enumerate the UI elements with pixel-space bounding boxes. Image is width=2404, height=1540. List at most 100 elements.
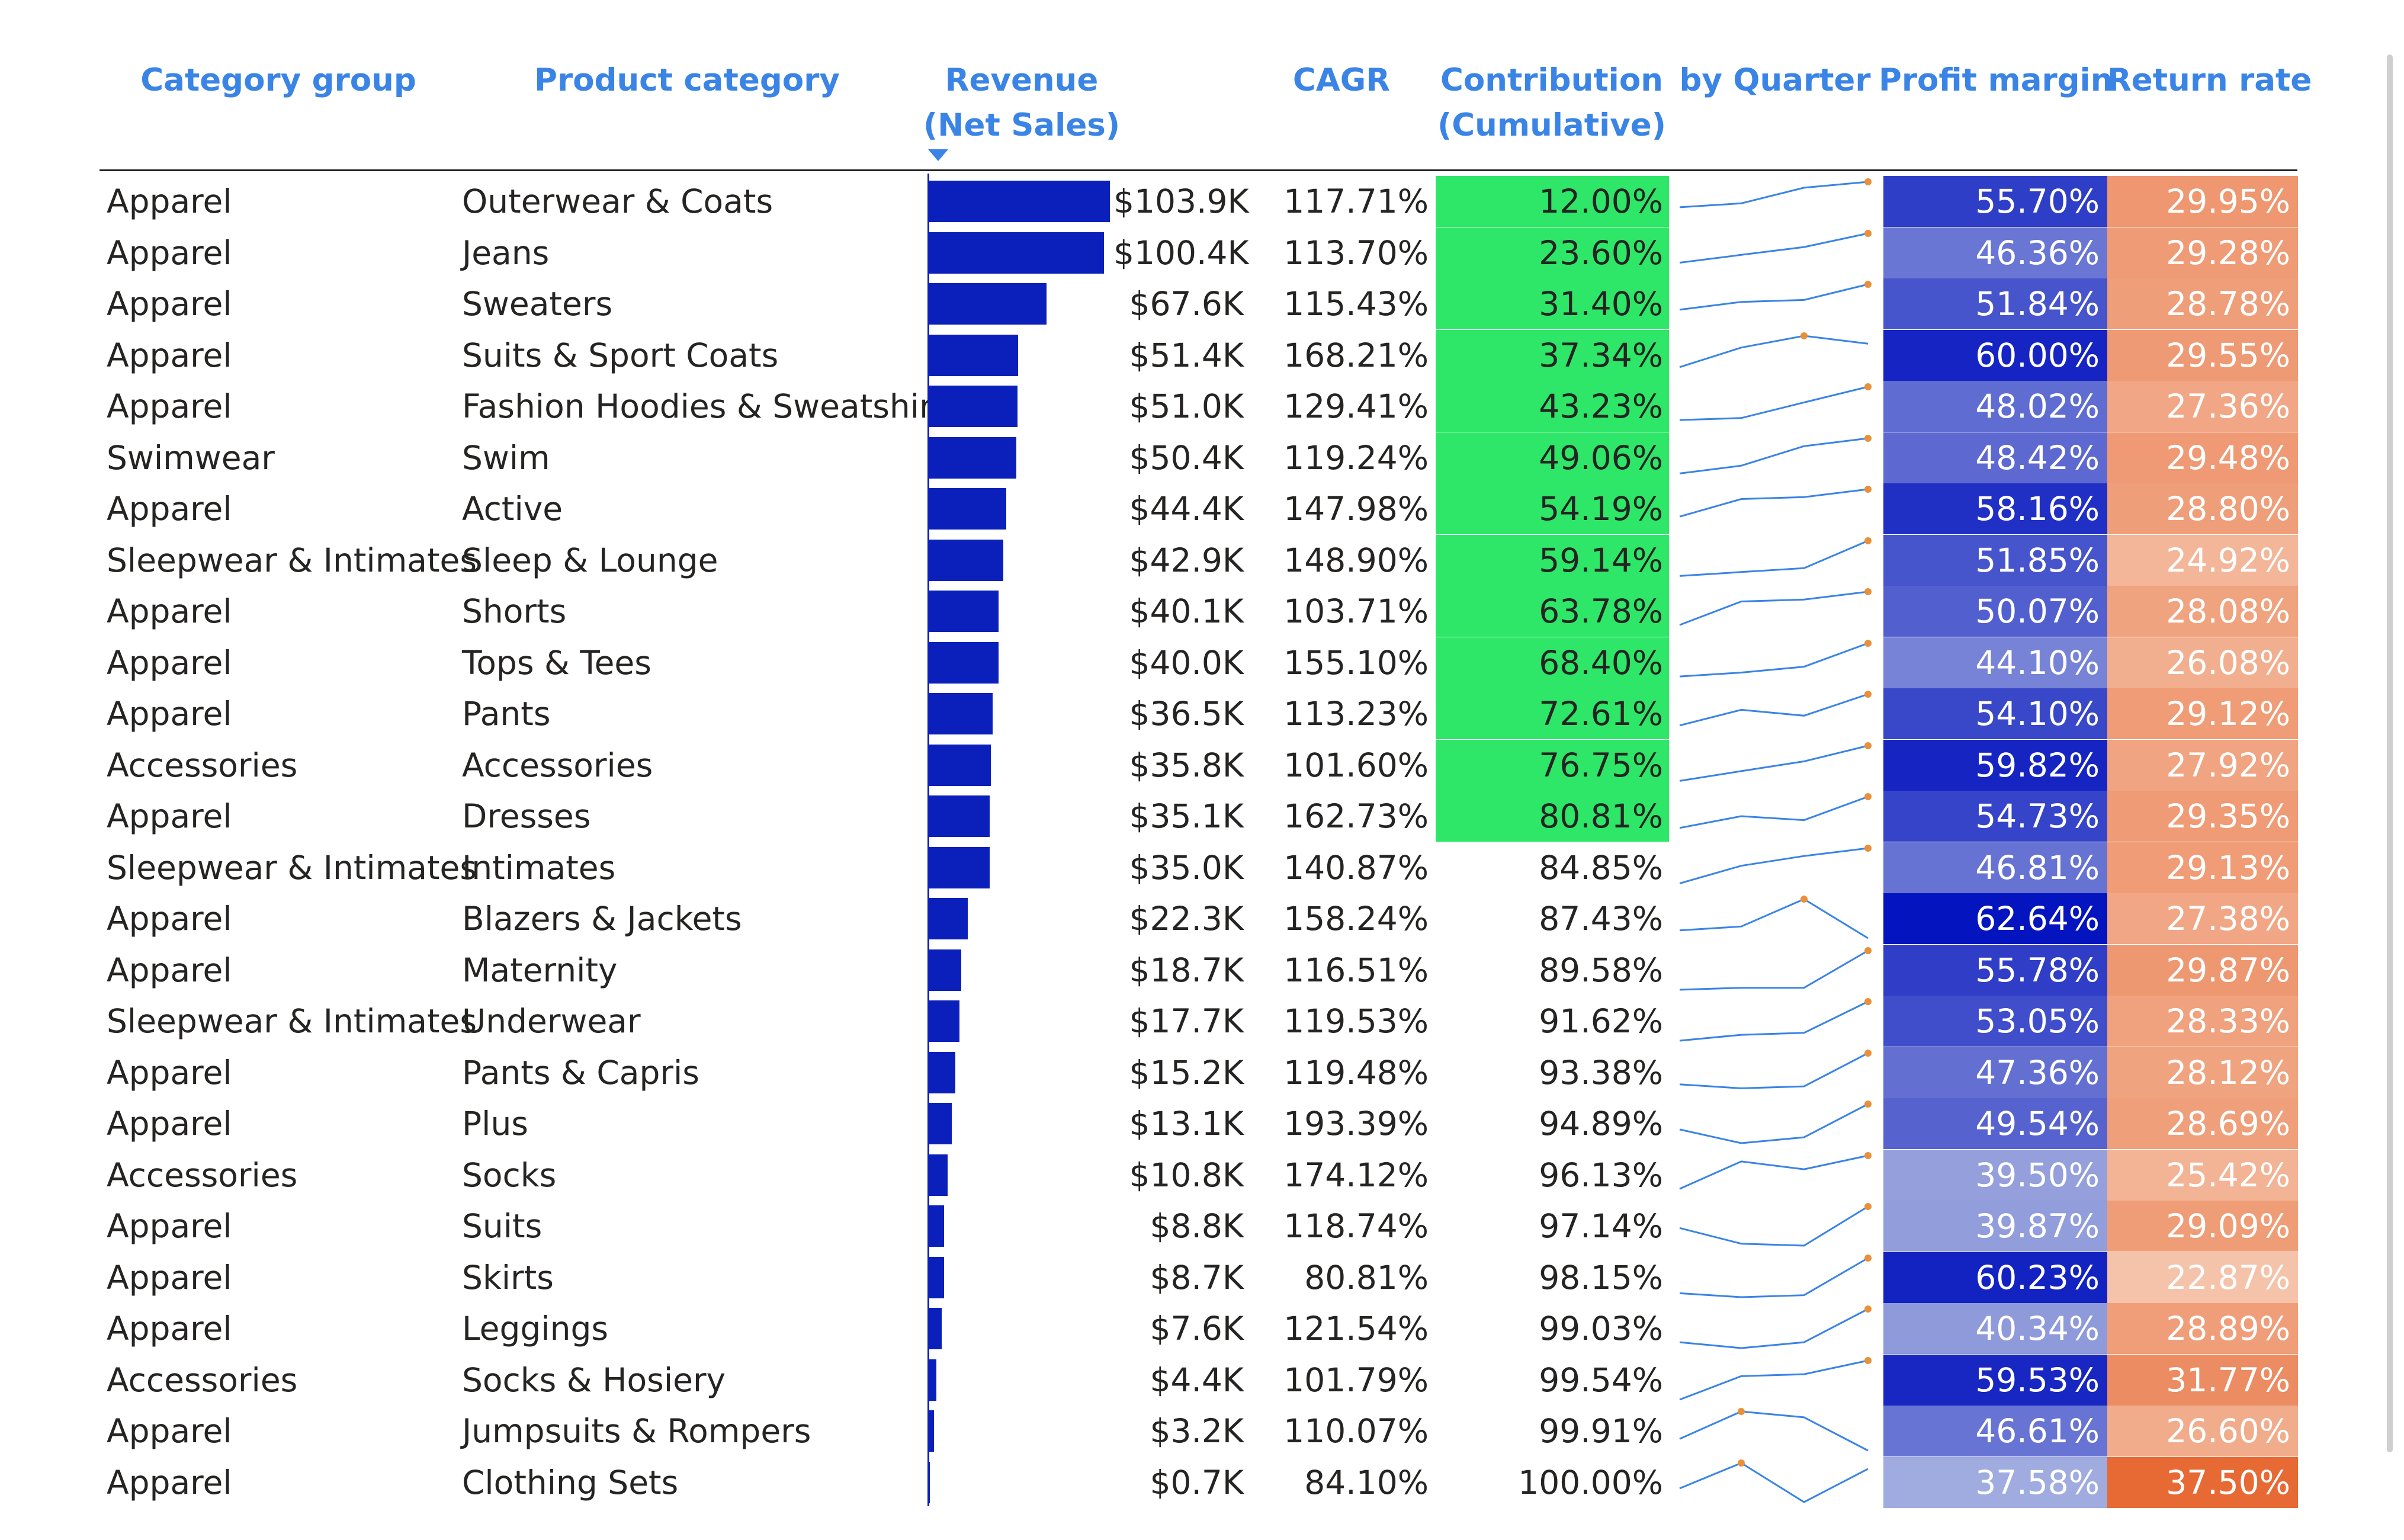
header-category-group[interactable]: Category group <box>118 58 438 103</box>
table-row[interactable]: Apparel Plus $13.1K 193.39% 94.89% 49.54% 28.6… <box>0 1098 2404 1149</box>
table-row[interactable]: Accessories Accessories $35.8K 101.60% 76.75… <box>0 739 2404 791</box>
table-row[interactable]: Apparel Fashion Hoodies & Sweatshirts $51.… <box>0 381 2404 432</box>
quarter-sparkline[interactable] <box>1664 381 1877 432</box>
quarter-sparkline[interactable] <box>1664 330 1877 381</box>
revenue-cell: $42.9K <box>1129 541 1244 579</box>
sort-descending-icon[interactable] <box>928 149 948 161</box>
return-rate-heat <box>2107 637 2298 688</box>
product-category-cell: Outerwear & Coats <box>462 182 773 220</box>
quarter-sparkline[interactable] <box>1664 176 1877 227</box>
profit-margin-heat <box>1883 483 2107 534</box>
table-row[interactable]: Sleepwear & Intimates Underwear $17.7K 119.… <box>0 996 2404 1047</box>
product-category-cell: Sweaters <box>462 285 613 323</box>
quarter-sparkline[interactable] <box>1664 535 1877 586</box>
quarter-sparkline[interactable] <box>1664 278 1877 329</box>
quarter-sparkline[interactable] <box>1664 586 1877 637</box>
revenue-cell: $7.6K <box>1150 1310 1244 1348</box>
table-row[interactable]: Apparel Sweaters $67.6K 115.43% 31.40% 51.84%… <box>0 278 2404 329</box>
vertical-scrollbar[interactable] <box>2387 54 2393 1452</box>
contribution-cell: 59.14% <box>1539 541 1663 579</box>
quarter-sparkline[interactable] <box>1664 483 1877 534</box>
quarter-sparkline[interactable] <box>1664 1406 1877 1456</box>
table-row[interactable]: Apparel Maternity $18.7K 116.51% 89.58% 55.78… <box>0 944 2404 996</box>
sparkline-max-marker <box>1864 1101 1872 1108</box>
quarter-sparkline[interactable] <box>1664 996 1877 1047</box>
table-row[interactable]: Accessories Socks $10.8K 174.12% 96.13% 39.50… <box>0 1149 2404 1201</box>
sparkline-series <box>1679 334 1869 368</box>
table-row[interactable]: Apparel Jumpsuits & Rompers $3.2K 110.07% 99… <box>0 1406 2404 1456</box>
profit-margin-cell: 47.36% <box>1975 1053 2100 1092</box>
sparkline-max-marker <box>1864 588 1872 595</box>
table-row[interactable]: Apparel Active $44.4K 147.98% 54.19% 58.16% 28… <box>0 483 2404 534</box>
table-row[interactable]: Sleepwear & Intimates Sleep & Lounge $42.9… <box>0 534 2404 586</box>
table-row[interactable]: Apparel Leggings $7.6K 121.54% 99.03% 40.34% 2… <box>0 1303 2404 1354</box>
contribution-cell: 99.03% <box>1539 1310 1663 1348</box>
cagr-cell: 116.51% <box>1283 951 1429 989</box>
quarter-sparkline[interactable] <box>1664 842 1877 893</box>
sparkline-series <box>1679 1410 1869 1452</box>
table-row[interactable]: Apparel Shorts $40.1K 103.71% 63.78% 50.07% 28… <box>0 586 2404 637</box>
header-by-quarter[interactable]: by Quarter <box>1671 58 1879 103</box>
header-divider <box>100 169 2297 171</box>
quarter-sparkline[interactable] <box>1664 1252 1877 1303</box>
sparkline-max-marker <box>1864 1254 1872 1262</box>
table-row[interactable]: Accessories Socks & Hosiery $4.4K 101.79% 99… <box>0 1354 2404 1406</box>
table-row[interactable]: Apparel Blazers & Jackets $22.3K 158.24% 87.… <box>0 893 2404 944</box>
quarter-sparkline[interactable] <box>1664 945 1877 996</box>
table-row[interactable]: Apparel Skirts $8.7K 80.81% 98.15% 60.23% 22.8… <box>0 1252 2404 1303</box>
quarter-sparkline[interactable] <box>1664 791 1877 842</box>
category-group-cell: Apparel <box>107 285 232 323</box>
quarter-sparkline[interactable] <box>1664 740 1877 791</box>
table-row[interactable]: Apparel Suits & Sport Coats $51.4K 168.21% 3… <box>0 329 2404 381</box>
cagr-cell: 118.74% <box>1283 1207 1429 1245</box>
revenue-bar <box>929 693 993 734</box>
quarter-sparkline[interactable] <box>1664 893 1877 944</box>
header-product-category[interactable]: Product category <box>509 58 865 103</box>
revenue-cell: $18.7K <box>1129 951 1244 989</box>
table-row[interactable]: Apparel Clothing Sets $0.7K 84.10% 100.00% 37… <box>0 1456 2404 1508</box>
table-row[interactable]: Swimwear Swim $50.4K 119.24% 49.06% 48.42% 29.… <box>0 432 2404 483</box>
contribution-highlight <box>1436 227 1669 278</box>
sparkline-series <box>1679 437 1869 474</box>
category-group-cell: Apparel <box>107 1258 232 1297</box>
header-contribution[interactable]: Contribution (Cumulative) <box>1433 58 1670 148</box>
quarter-sparkline[interactable] <box>1664 1201 1877 1252</box>
table-row[interactable]: Apparel Outerwear & Coats $103.9K 117.71% 12… <box>0 176 2404 227</box>
quarter-sparkline[interactable] <box>1664 1098 1877 1149</box>
table-row[interactable]: Apparel Pants $36.5K 113.23% 72.61% 54.10% 29.… <box>0 688 2404 739</box>
quarter-sparkline[interactable] <box>1664 688 1877 739</box>
table-row[interactable]: Apparel Tops & Tees $40.0K 155.10% 68.40% 44.… <box>0 637 2404 688</box>
return-rate-heat <box>2107 996 2298 1047</box>
quarter-sparkline[interactable] <box>1664 1355 1877 1406</box>
category-group-cell: Accessories <box>107 746 298 784</box>
product-category-cell: Underwear <box>462 1002 641 1040</box>
header-return-rate[interactable]: Return rate <box>2107 58 2312 103</box>
table-row[interactable]: Apparel Pants & Capris $15.2K 119.48% 93.38%… <box>0 1047 2404 1098</box>
contribution-cell: 76.75% <box>1539 746 1663 784</box>
profit-margin-heat <box>1883 1098 2107 1149</box>
revenue-bar <box>929 1308 942 1349</box>
header-profit-margin-label: Profit margin <box>1879 62 2113 98</box>
revenue-bar <box>929 949 962 991</box>
header-profit-margin[interactable]: Profit margin <box>1879 58 2113 103</box>
revenue-bar <box>929 232 1104 274</box>
quarter-sparkline[interactable] <box>1664 227 1877 278</box>
header-cagr[interactable]: CAGR <box>1250 58 1433 103</box>
header-return-rate-label: Return rate <box>2107 62 2312 98</box>
quarter-sparkline[interactable] <box>1664 1047 1877 1098</box>
sparkline-max-marker <box>1864 1305 1872 1313</box>
table-row[interactable]: Apparel Dresses $35.1K 162.73% 80.81% 54.73% 2… <box>0 791 2404 842</box>
table-row[interactable]: Apparel Suits $8.8K 118.74% 97.14% 39.87% 29.0… <box>0 1201 2404 1252</box>
quarter-sparkline[interactable] <box>1664 637 1877 688</box>
quarter-sparkline[interactable] <box>1664 432 1877 483</box>
profit-margin-cell: 53.05% <box>1975 1002 2100 1040</box>
profit-margin-cell: 40.34% <box>1975 1310 2100 1348</box>
return-rate-cell: 29.13% <box>2166 848 2290 887</box>
table-row[interactable]: Sleepwear & Intimates Intimates $35.0K 140.… <box>0 842 2404 893</box>
quarter-sparkline[interactable] <box>1664 1457 1877 1508</box>
table-row[interactable]: Apparel Jeans $100.4K 113.70% 23.60% 46.36% 29… <box>0 227 2404 278</box>
quarter-sparkline[interactable] <box>1664 1303 1877 1354</box>
header-revenue[interactable]: Revenue (Net Sales) <box>882 58 1161 148</box>
cagr-cell: 113.23% <box>1283 695 1429 733</box>
quarter-sparkline[interactable] <box>1664 1150 1877 1201</box>
